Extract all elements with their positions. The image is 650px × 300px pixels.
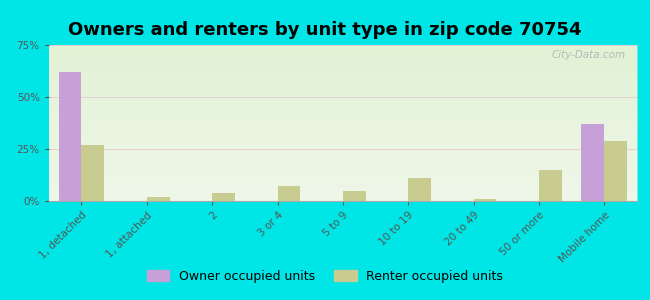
Bar [81,145,104,201]
Text: City-Data.com: City-Data.com [551,50,625,60]
Legend: Owner occupied units, Renter occupied units: Owner occupied units, Renter occupied un… [142,265,508,288]
Bar [343,190,366,201]
Bar [212,193,235,201]
Bar [58,72,81,201]
Bar [582,124,604,201]
Bar [147,197,170,201]
Bar [604,141,627,201]
Bar [539,170,562,201]
Bar [474,199,497,201]
Bar [408,178,431,201]
Bar [278,186,300,201]
Text: Owners and renters by unit type in zip code 70754: Owners and renters by unit type in zip c… [68,21,582,39]
